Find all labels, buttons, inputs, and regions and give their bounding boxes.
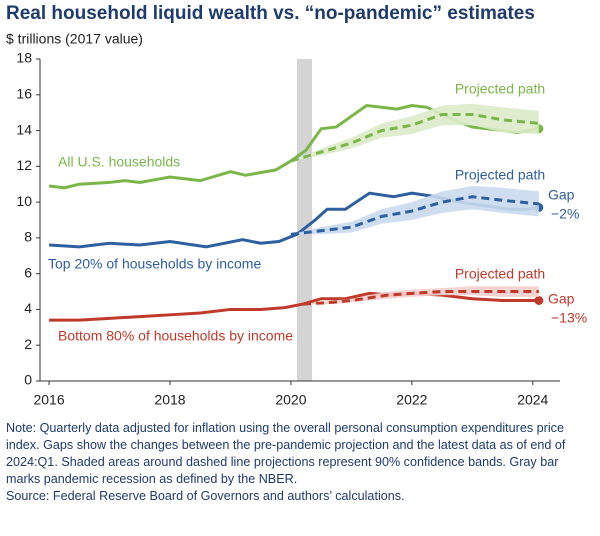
y-tick-label: 4 <box>24 300 32 316</box>
projected-line <box>290 195 539 236</box>
source: Source: Federal Reserve Board of Governo… <box>6 489 405 503</box>
series-label: Top 20% of households by income <box>48 256 261 272</box>
series-label: Projected path <box>455 266 545 282</box>
y-axis-label: $ trillions (2017 value) <box>6 31 143 47</box>
chart: Real household liquid wealth vs. “no-pan… <box>6 3 587 408</box>
x-tick-label: 2016 <box>33 392 64 408</box>
x-tick-label: 2018 <box>154 392 185 408</box>
recession-bar <box>296 59 313 381</box>
y-tick-label: 2 <box>24 336 32 352</box>
note: Note: Quarterly data adjusted for inflat… <box>6 421 566 486</box>
y-tick-label: 18 <box>16 50 32 66</box>
series-label: Projected path <box>455 81 545 97</box>
x-tick-label: 2020 <box>275 392 306 408</box>
y-tick-label: 14 <box>16 121 32 137</box>
gap-value: −2% <box>551 206 579 222</box>
projected-line <box>290 112 539 163</box>
gap-value: −13% <box>551 310 587 326</box>
series-label: Bottom 80% of households by income <box>58 328 293 344</box>
gap-label: Gap <box>548 291 575 307</box>
gap-label: Gap <box>548 187 575 203</box>
actual-line <box>49 291 539 322</box>
end-point <box>534 296 544 305</box>
notes: Note: Quarterly data adjusted for inflat… <box>6 420 594 505</box>
x-tick-label: 2024 <box>517 392 548 408</box>
chart-title: Real household liquid wealth vs. “no-pan… <box>6 3 535 24</box>
projected-line <box>302 290 539 306</box>
x-tick-label: 2022 <box>396 392 427 408</box>
series-label: Projected path <box>455 167 545 183</box>
confidence-band <box>290 103 539 161</box>
y-tick-label: 8 <box>24 229 32 245</box>
y-tick-label: 0 <box>24 372 32 388</box>
series-label: All U.S. households <box>58 154 180 170</box>
y-tick-label: 6 <box>24 264 32 280</box>
y-tick-label: 12 <box>16 157 32 173</box>
y-tick-label: 16 <box>16 85 32 101</box>
confidence-band <box>290 186 539 235</box>
y-tick-label: 10 <box>16 193 32 209</box>
